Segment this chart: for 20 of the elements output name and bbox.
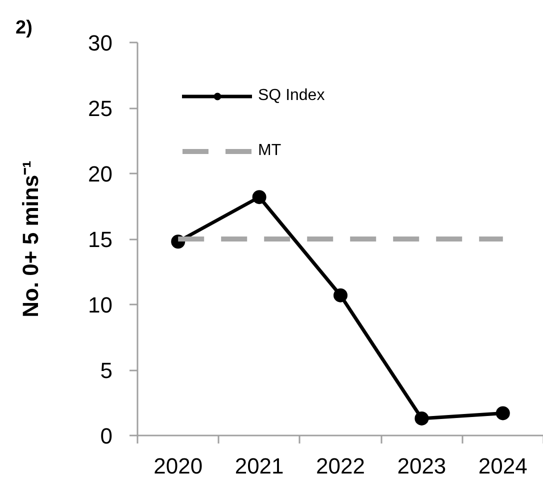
x-tick-label: 2021 [234, 454, 284, 478]
x-tick-label: 2023 [397, 454, 446, 478]
point [414, 411, 429, 426]
point [252, 190, 266, 204]
y-axis-title: No. 0+ 5 mins⁻¹ [18, 160, 44, 318]
y-tick-label: 5 [100, 358, 113, 383]
y-tick-label: 30 [88, 30, 113, 56]
y-tick-label: 10 [88, 292, 113, 318]
y-tick-label: 0 [100, 424, 113, 448]
y-tick-label: 15 [88, 227, 113, 252]
point [334, 288, 348, 302]
x-tick-label: 2022 [316, 454, 365, 478]
legend-label: SQ Index [258, 87, 325, 105]
point [496, 406, 510, 420]
legend-label: MT [258, 142, 282, 160]
y-tick-label: 25 [88, 96, 113, 121]
y-tick-label: 20 [88, 162, 113, 186]
x-tick-label: 2020 [154, 454, 203, 478]
chart-title: 2) [16, 18, 32, 38]
x-tick-label: 2024 [478, 454, 528, 478]
